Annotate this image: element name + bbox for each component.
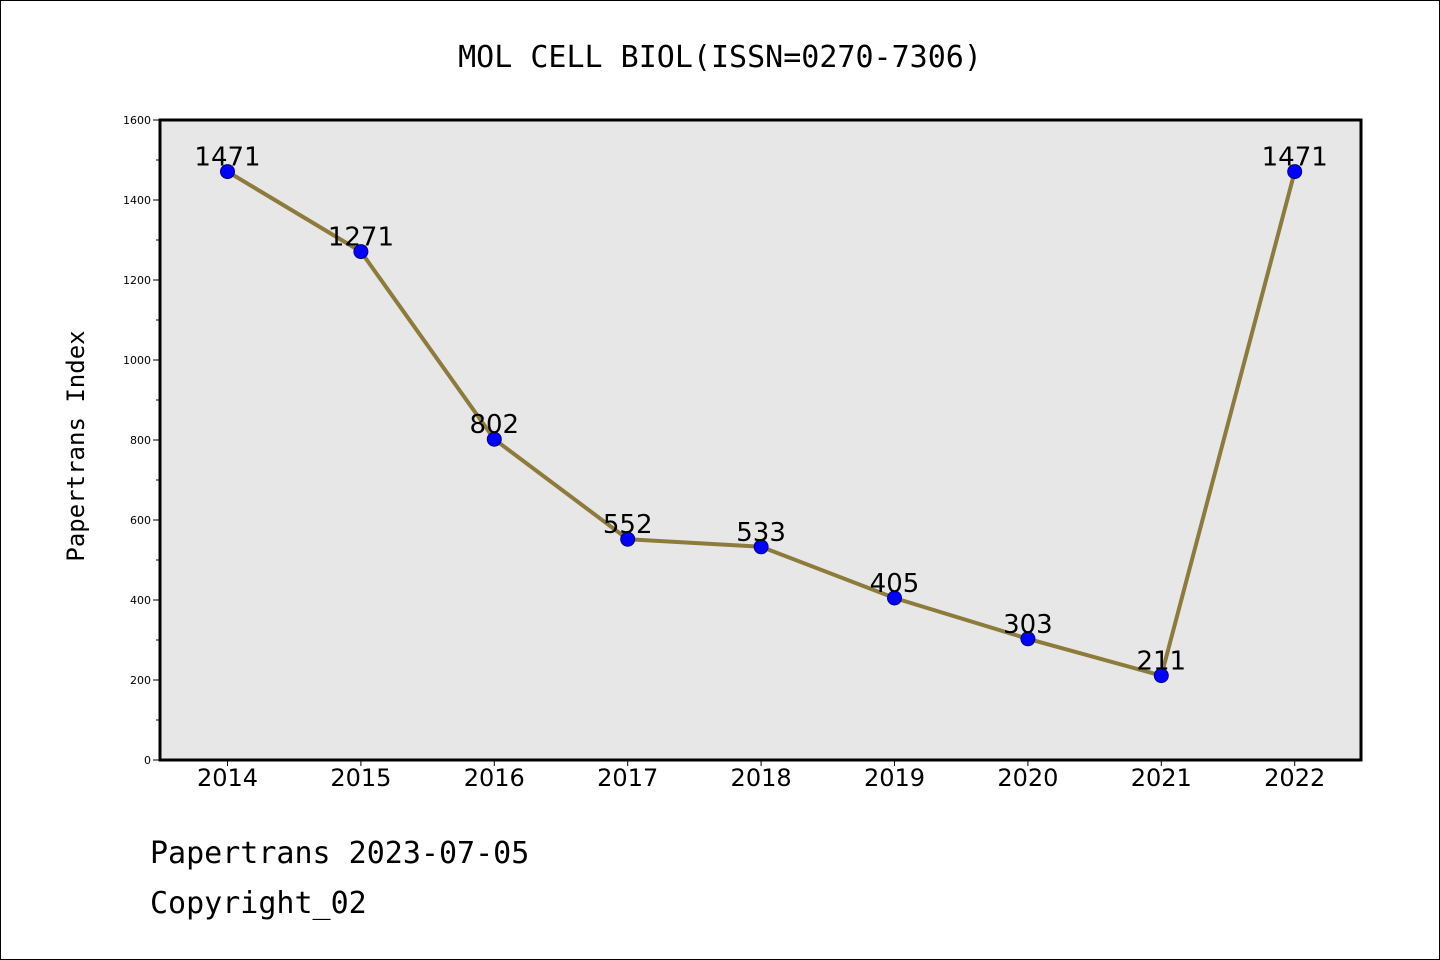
data-point xyxy=(353,244,369,260)
data-label: 533 xyxy=(736,518,786,548)
y-tick-label: 1200 xyxy=(123,274,151,287)
x-axis: 2014 2015 2016 2017 2018 2019 2020 2021 2022 xyxy=(197,760,1325,792)
x-tick-label: 2018 xyxy=(731,764,792,792)
data-label: 552 xyxy=(603,510,653,540)
data-label: 1471 xyxy=(1262,143,1328,173)
y-tick-label: 1400 xyxy=(123,194,151,207)
data-label: 303 xyxy=(1003,610,1053,640)
y-tick-label: 1600 xyxy=(123,114,151,127)
y-tick-label: 1000 xyxy=(123,354,151,367)
chart-title: MOL CELL BIOL(ISSN=0270-7306) xyxy=(458,40,982,75)
y-tick-label: 800 xyxy=(130,434,151,447)
data-point xyxy=(887,590,902,606)
y-axis-label: Papertrans Index xyxy=(62,330,90,561)
plot-area xyxy=(158,118,1363,762)
footer-date-text: Papertrans 2023-07-05 xyxy=(150,836,530,871)
y-axis: 0 200 400 600 800 1000 1200 1400 1600 xyxy=(123,114,160,767)
data-point xyxy=(1153,668,1169,684)
x-tick-label: 2020 xyxy=(997,764,1058,792)
data-point xyxy=(753,539,769,555)
x-tick-label: 2019 xyxy=(864,764,925,792)
data-point xyxy=(620,531,636,547)
y-tick-label: 600 xyxy=(130,514,151,527)
y-tick-label: 400 xyxy=(130,594,151,607)
data-label: 1471 xyxy=(194,143,260,173)
y-tick-label: 200 xyxy=(130,674,151,687)
series: 1471 1271 802 552 533 405 303 211 1471 xyxy=(194,143,1328,684)
x-tick-label: 2021 xyxy=(1131,764,1192,792)
data-point xyxy=(220,164,235,180)
x-tick-label: 2017 xyxy=(597,764,658,792)
x-tick-label: 2014 xyxy=(197,764,258,792)
data-point xyxy=(486,431,502,447)
data-point xyxy=(1287,164,1303,180)
footer-copyright-text: Copyright_02 xyxy=(150,886,367,921)
x-tick-label: 2015 xyxy=(330,764,391,792)
y-tick-label: 0 xyxy=(144,754,151,767)
data-label: 211 xyxy=(1136,647,1186,677)
x-tick-label: 2016 xyxy=(464,764,525,792)
x-tick-label: 2022 xyxy=(1264,764,1325,792)
data-label: 1271 xyxy=(328,223,394,253)
data-point xyxy=(1020,631,1036,647)
data-label: 405 xyxy=(870,569,920,599)
data-label: 802 xyxy=(469,410,519,440)
